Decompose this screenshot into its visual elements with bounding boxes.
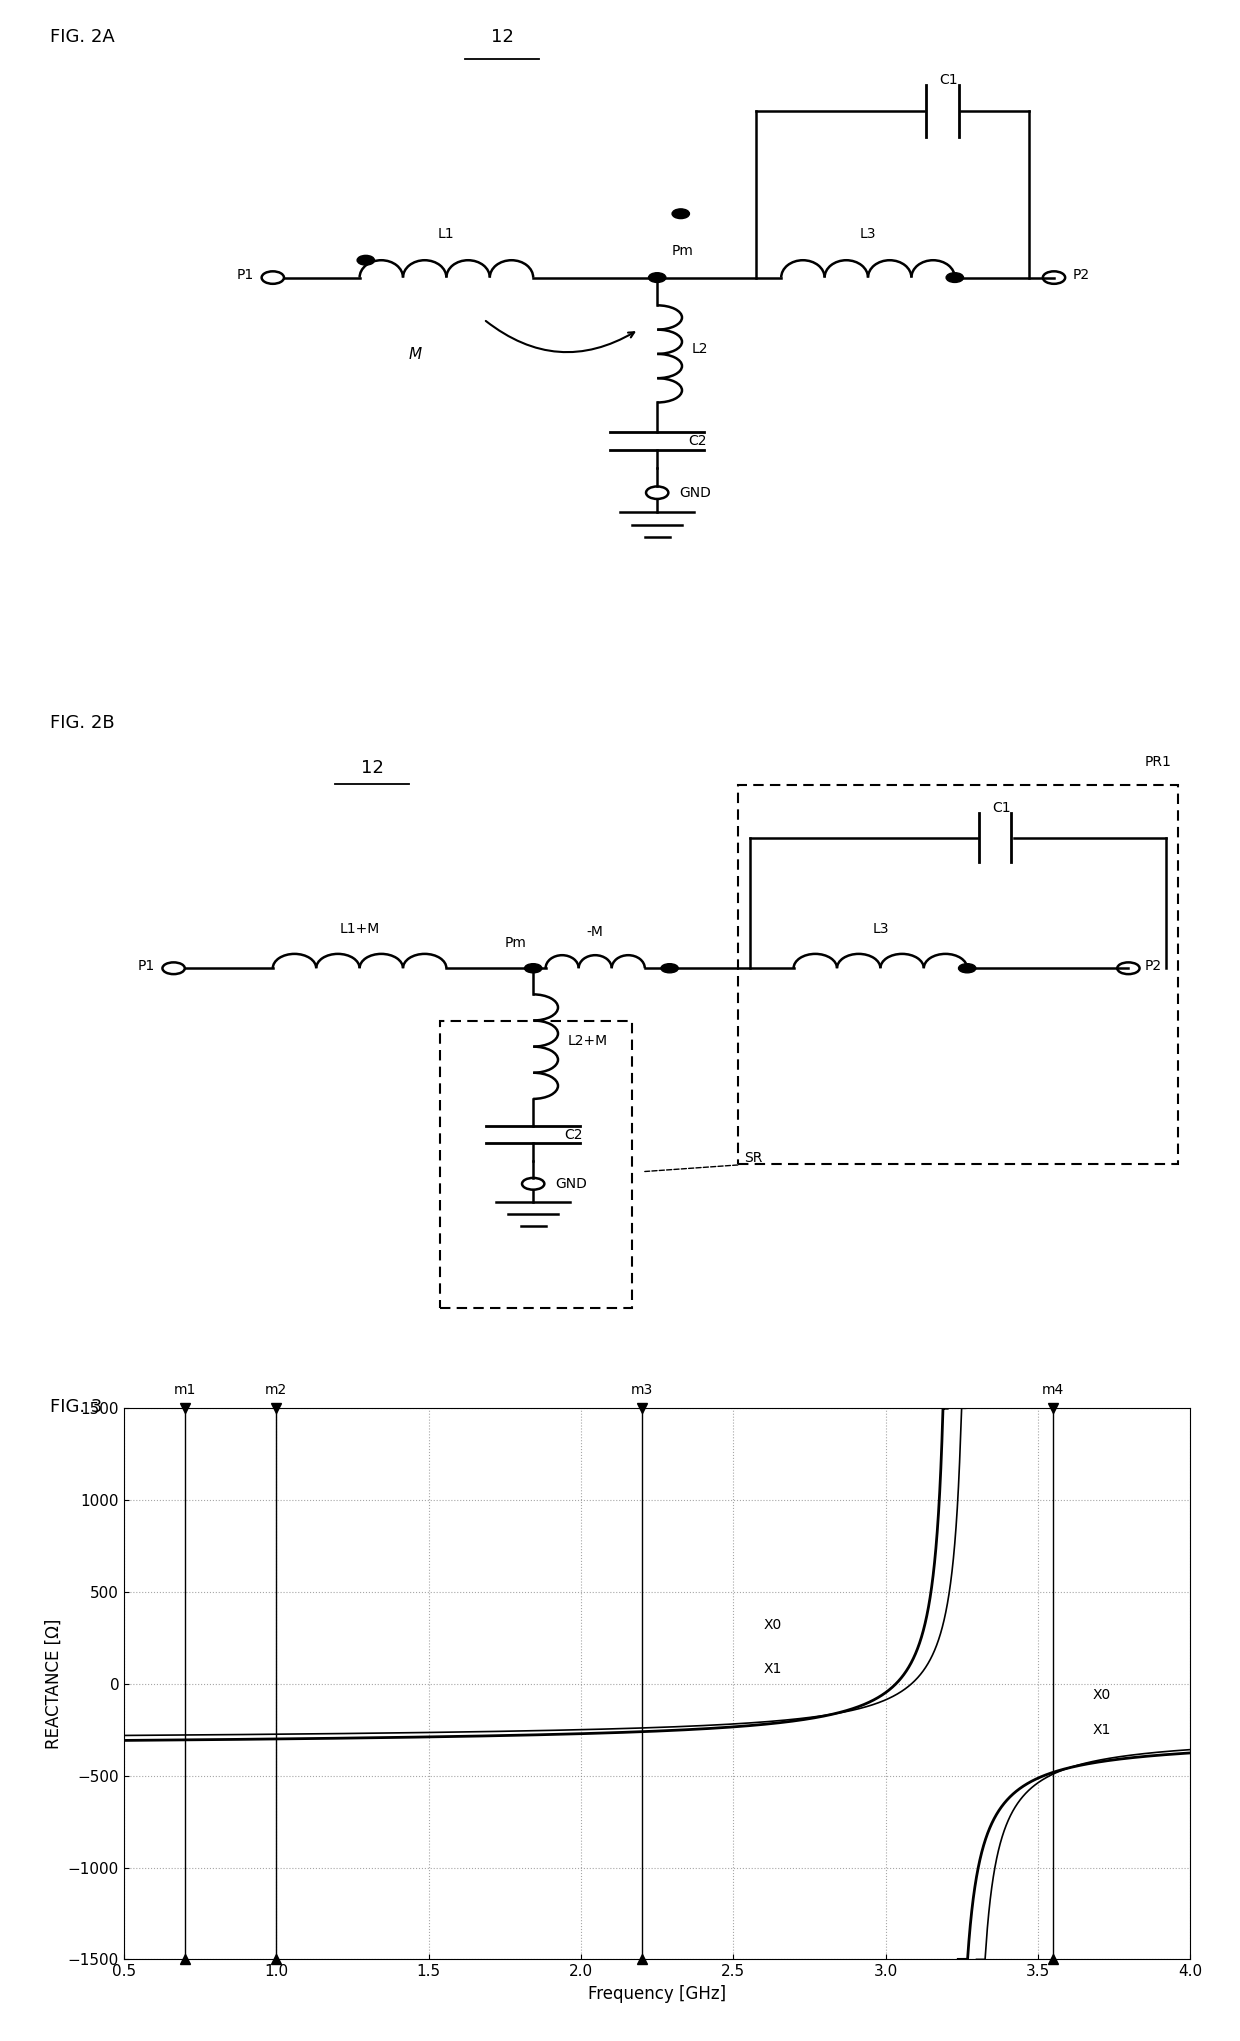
Text: P1: P1 [138, 959, 155, 974]
Text: C2: C2 [688, 433, 707, 447]
Text: C2: C2 [564, 1129, 583, 1141]
Text: L2: L2 [692, 343, 708, 355]
Text: FIG. 3: FIG. 3 [50, 1398, 102, 1416]
Text: P1: P1 [237, 269, 254, 282]
Circle shape [946, 273, 963, 282]
X-axis label: Frequency [GHz]: Frequency [GHz] [588, 1984, 727, 2002]
Bar [738, 786, 1178, 1163]
Text: FIG. 2B: FIG. 2B [50, 714, 114, 731]
Circle shape [525, 963, 542, 974]
Text: -M: -M [587, 925, 604, 939]
Text: L1+M: L1+M [340, 923, 379, 935]
Text: 12: 12 [361, 759, 383, 778]
Text: C1: C1 [939, 73, 959, 86]
Circle shape [672, 208, 689, 218]
Text: C1: C1 [992, 800, 1011, 814]
Text: M: M [409, 347, 422, 361]
Text: SR: SR [744, 1151, 763, 1165]
Text: Pm: Pm [505, 937, 527, 949]
Text: L3: L3 [872, 923, 889, 935]
Text: PR1: PR1 [1145, 755, 1172, 769]
Text: X1: X1 [764, 1661, 782, 1676]
Text: X0: X0 [1092, 1688, 1111, 1702]
Text: GND: GND [556, 1178, 588, 1190]
Text: L2+M: L2+M [568, 1035, 608, 1049]
Text: Pm: Pm [672, 245, 694, 257]
Text: FIG. 2A: FIG. 2A [50, 29, 114, 45]
Text: m2: m2 [265, 1384, 288, 1398]
Circle shape [649, 273, 666, 282]
Text: L3: L3 [859, 227, 877, 241]
Text: X1: X1 [1092, 1723, 1111, 1737]
Text: m4: m4 [1042, 1384, 1064, 1398]
Circle shape [959, 963, 976, 974]
Text: GND: GND [680, 486, 712, 500]
Text: P2: P2 [1145, 959, 1162, 974]
Text: m1: m1 [174, 1384, 196, 1398]
Text: 12: 12 [491, 29, 513, 45]
Circle shape [661, 963, 678, 974]
Text: X0: X0 [764, 1619, 782, 1633]
Bar [440, 1020, 632, 1308]
Text: m3: m3 [631, 1384, 653, 1398]
Text: P2: P2 [1073, 269, 1090, 282]
Y-axis label: REACTANCE [Ω]: REACTANCE [Ω] [45, 1619, 62, 1749]
Circle shape [357, 255, 374, 265]
Text: L1: L1 [438, 227, 455, 241]
